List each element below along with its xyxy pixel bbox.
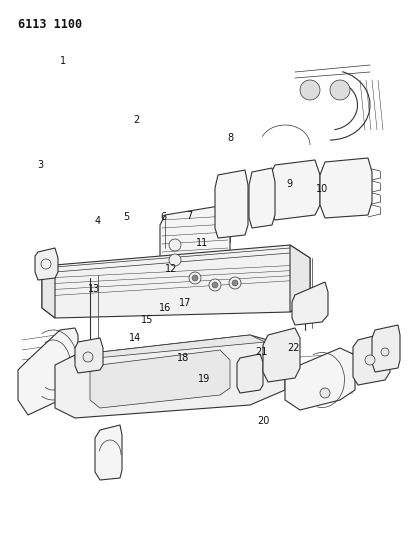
Text: 6: 6	[160, 212, 166, 222]
Text: 6113 1100: 6113 1100	[18, 18, 82, 31]
Polygon shape	[270, 160, 320, 220]
Circle shape	[192, 275, 198, 281]
Circle shape	[320, 388, 330, 398]
Polygon shape	[160, 205, 230, 292]
Text: 17: 17	[180, 298, 192, 308]
Circle shape	[300, 80, 320, 100]
Text: 13: 13	[88, 285, 100, 294]
Circle shape	[229, 277, 241, 289]
Circle shape	[232, 280, 238, 286]
Text: 11: 11	[196, 238, 208, 247]
Text: 15: 15	[141, 315, 153, 325]
Polygon shape	[35, 248, 58, 280]
Text: 2: 2	[133, 115, 140, 125]
Polygon shape	[249, 168, 275, 228]
Polygon shape	[95, 425, 122, 480]
Circle shape	[83, 352, 93, 362]
Text: 5: 5	[123, 213, 130, 222]
Text: 21: 21	[255, 347, 267, 357]
Text: 8: 8	[227, 133, 234, 142]
Text: 20: 20	[257, 416, 269, 426]
Circle shape	[189, 272, 201, 284]
Text: 7: 7	[186, 211, 193, 221]
Text: 4: 4	[95, 216, 101, 226]
Circle shape	[330, 80, 350, 100]
Polygon shape	[372, 325, 400, 372]
Polygon shape	[55, 335, 285, 418]
Polygon shape	[42, 245, 310, 318]
Text: 18: 18	[177, 353, 189, 363]
Text: 12: 12	[165, 264, 177, 274]
Polygon shape	[353, 333, 390, 385]
Polygon shape	[90, 350, 230, 408]
Circle shape	[169, 254, 181, 266]
Circle shape	[41, 259, 51, 269]
Text: 14: 14	[129, 334, 141, 343]
Circle shape	[169, 239, 181, 251]
Text: 19: 19	[198, 375, 210, 384]
Text: 9: 9	[286, 179, 293, 189]
Polygon shape	[285, 348, 355, 410]
Circle shape	[381, 348, 389, 356]
Polygon shape	[75, 335, 265, 360]
Polygon shape	[237, 354, 263, 393]
Polygon shape	[290, 245, 310, 312]
Polygon shape	[263, 328, 300, 382]
Circle shape	[212, 282, 218, 288]
Polygon shape	[292, 282, 328, 325]
Text: 16: 16	[159, 303, 171, 313]
Text: 10: 10	[316, 184, 328, 194]
Text: 3: 3	[38, 160, 44, 170]
Polygon shape	[75, 338, 103, 373]
Text: 22: 22	[288, 343, 300, 352]
Polygon shape	[42, 265, 55, 318]
Polygon shape	[18, 328, 78, 415]
Polygon shape	[320, 158, 372, 218]
Polygon shape	[215, 170, 248, 238]
Circle shape	[209, 279, 221, 291]
Text: 1: 1	[60, 56, 67, 66]
Circle shape	[365, 355, 375, 365]
